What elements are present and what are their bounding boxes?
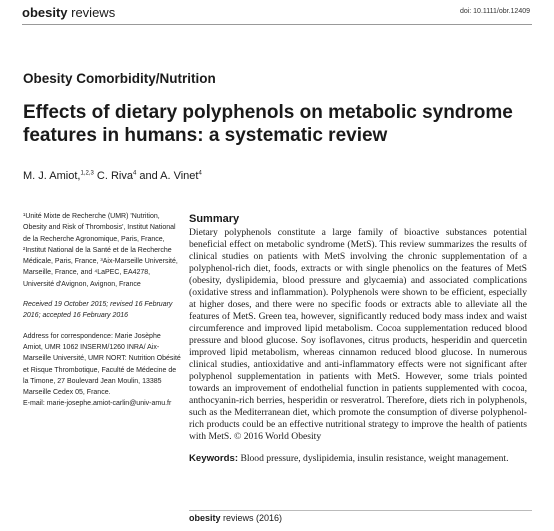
abstract: Summary Dietary polyphenols constitute a…	[189, 213, 527, 464]
author-2[interactable]: C. Riva	[93, 170, 133, 182]
journal-name-rest: reviews	[67, 5, 116, 20]
header-divider	[22, 24, 532, 25]
author-list: M. J. Amiot,1,2,3 C. Riva4 and A. Vinet4	[23, 170, 202, 182]
affiliations: ¹Unité Mixte de Recherche (UMR) 'Nutriti…	[23, 213, 178, 288]
summary-text: Dietary polyphenols constitute a large f…	[189, 227, 527, 442]
footer-divider	[189, 510, 532, 511]
section-heading: Obesity Comorbidity/Nutrition	[23, 71, 216, 86]
article-dates: Received 19 October 2015; revised 16 Feb…	[23, 301, 173, 320]
doi[interactable]: doi: 10.1111/obr.12409	[459, 8, 530, 15]
correspondence-address: Address for correspondence: Marie Josèph…	[23, 332, 181, 397]
keywords-label: Keywords:	[189, 453, 239, 464]
author-3-affiliations: 4	[198, 170, 202, 177]
correspondence-email[interactable]: E-mail: marie-josephe.amiot-carlin@univ-…	[23, 400, 172, 408]
keywords-value: Blood pressure, dyslipidemia, insulin re…	[238, 453, 509, 464]
journal-name-bold: obesity	[22, 5, 68, 20]
article-title: Effects of dietary polyphenols on metabo…	[23, 102, 513, 146]
author-1[interactable]: M. J. Amiot,	[23, 170, 81, 182]
journal-name: obesity reviews	[22, 5, 115, 20]
footer-journal-rest: reviews (2016)	[220, 513, 283, 523]
footer-journal-bold: obesity	[189, 513, 221, 523]
keywords: Keywords: Blood pressure, dyslipidemia, …	[189, 453, 527, 464]
author-2-affiliations: 4	[132, 170, 137, 177]
article-sidebar: ¹Unité Mixte de Recherche (UMR) 'Nutriti…	[23, 211, 181, 419]
author-3[interactable]: and A. Vinet	[136, 170, 199, 182]
author-1-affiliations: 1,2,3	[80, 170, 94, 177]
footer-journal: obesity reviews (2016)	[189, 513, 282, 523]
summary-heading: Summary	[189, 213, 240, 225]
